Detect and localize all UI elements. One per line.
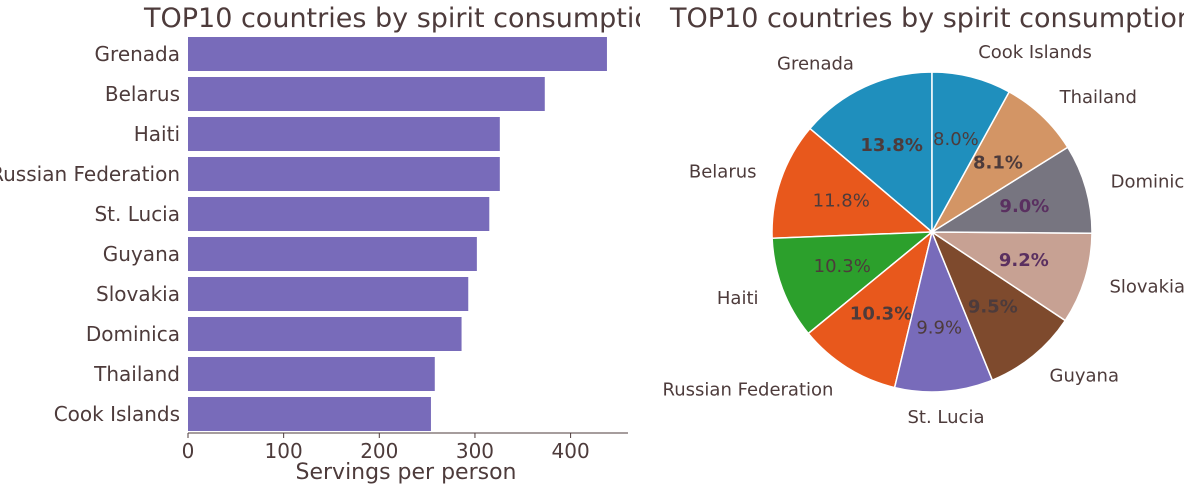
- bar-category-label: Russian Federation: [0, 162, 180, 186]
- bar-thailand: [188, 357, 435, 391]
- pie-slice-slovakia: [929, 231, 1093, 322]
- bar-chart: TOP10 countries by spirit consumption Gr…: [0, 3, 640, 485]
- bar-russian-federation: [188, 157, 500, 191]
- pie-slice-percent: 9.0%: [999, 196, 1049, 217]
- bar-st-lucia: [188, 197, 490, 231]
- pie-chart: TOP10 countries by spirit consumption Gr…: [663, 3, 1184, 428]
- pie-slice-belarus: [771, 127, 934, 240]
- pie-slice-label: Haiti: [717, 288, 759, 309]
- bar-category-label: Dominica: [86, 322, 180, 346]
- bar-haiti: [188, 117, 500, 151]
- pie-slice-label: Dominica: [1111, 172, 1184, 193]
- pie-slice-percent: 8.0%: [933, 129, 979, 150]
- pie-slice-label: Cook Islands: [978, 42, 1092, 63]
- pie-slice-percent: 9.2%: [999, 250, 1049, 271]
- pie-chart-title: TOP10 countries by spirit consumption: [669, 3, 1184, 34]
- pie-slice-percent: 10.3%: [814, 256, 871, 277]
- pie-slice-haiti: [771, 231, 935, 335]
- bar-guyana: [188, 237, 477, 271]
- pie-slice-label: Belarus: [689, 162, 757, 183]
- pie-slice-percent: 9.9%: [916, 318, 962, 339]
- pie-slice-percent: 8.1%: [973, 152, 1023, 173]
- pie-slice-percent: 13.8%: [860, 135, 922, 156]
- bar-x-tick-label: 300: [456, 439, 494, 463]
- bar-category-label: St. Lucia: [94, 202, 180, 226]
- bar-x-tick-label: 100: [265, 439, 303, 463]
- pie-slice-st-lucia: [893, 229, 994, 393]
- bar-cook-islands: [188, 397, 431, 431]
- bar-category-label: Cook Islands: [54, 402, 180, 426]
- bar-grenada: [188, 37, 607, 71]
- pie-slice-guyana: [930, 230, 1067, 382]
- bar-belarus: [188, 77, 545, 111]
- bar-category-label: Guyana: [103, 242, 180, 266]
- pie-slice-label: Grenada: [777, 54, 854, 75]
- pie-slice-label: Russian Federation: [663, 379, 834, 400]
- pie-slice-label: St. Lucia: [908, 407, 985, 428]
- bar-x-tick-label: 200: [360, 439, 398, 463]
- bar-x-tick-label: 0: [182, 439, 195, 463]
- bar-x-axis-title: Servings per person: [296, 460, 517, 485]
- bar-dominica: [188, 317, 462, 351]
- pie-slice-grenada: [808, 71, 933, 234]
- pie-slice-label: Guyana: [1050, 366, 1119, 387]
- bar-chart-title: TOP10 countries by spirit consumption: [143, 3, 640, 34]
- pie-slice-dominica: [929, 146, 1093, 235]
- bar-x-tick-label: 400: [552, 439, 590, 463]
- pie-slice-percent: 9.5%: [968, 296, 1018, 317]
- pie-slice-percent: 10.3%: [850, 303, 912, 324]
- pie-slice-label: Slovakia: [1109, 276, 1184, 297]
- pie-slice-label: Thailand: [1059, 87, 1137, 108]
- bar-category-label: Haiti: [134, 122, 180, 146]
- bar-slovakia: [188, 277, 469, 311]
- bar-category-label: Belarus: [105, 82, 180, 106]
- pie-slice-russian-federation: [807, 230, 934, 389]
- bar-category-label: Grenada: [95, 42, 180, 66]
- bar-category-label: Thailand: [93, 362, 180, 386]
- pie-slice-cook-islands: [931, 71, 1011, 233]
- bar-category-label: Slovakia: [96, 282, 180, 306]
- pie-slice-percent: 11.8%: [813, 191, 870, 212]
